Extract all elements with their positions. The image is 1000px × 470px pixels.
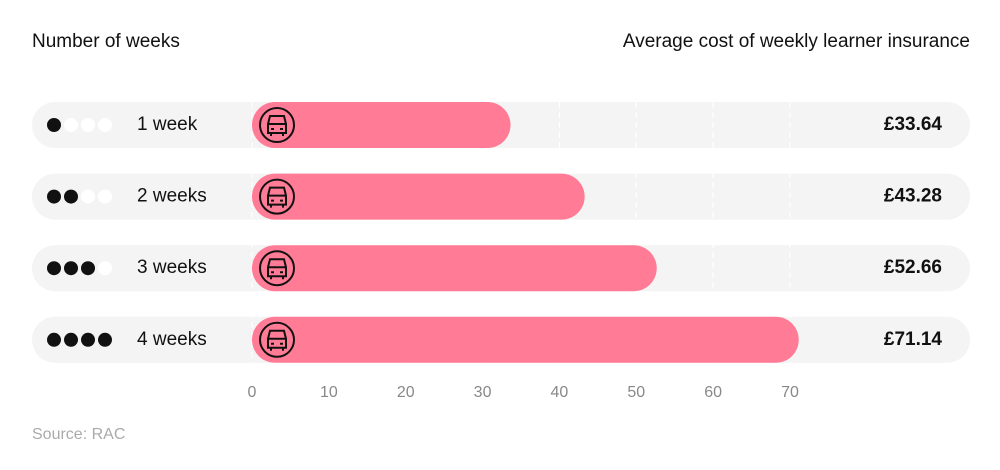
x-tick-label: 60	[704, 384, 722, 401]
week-dot	[81, 118, 95, 132]
category-label: 3 weeks	[137, 257, 207, 278]
x-tick-label: 20	[397, 384, 415, 401]
category-label: 4 weeks	[137, 329, 207, 350]
icon-car	[267, 329, 287, 351]
x-tick-label: 10	[320, 384, 338, 401]
week-dot	[64, 332, 78, 347]
week-dot	[81, 261, 95, 276]
icon-ring	[259, 321, 295, 358]
week-dot	[64, 189, 78, 204]
week-dot	[64, 118, 78, 132]
icon-ring	[259, 250, 295, 287]
week-dot	[98, 189, 112, 204]
bar	[252, 102, 511, 148]
icon-car	[267, 115, 287, 136]
week-dot	[98, 118, 112, 132]
week-dot	[47, 332, 61, 347]
week-dot	[47, 189, 61, 204]
x-tick-label: 0	[248, 384, 257, 401]
week-dot	[47, 118, 61, 132]
car-icon	[259, 107, 295, 143]
x-tick-label: 50	[627, 384, 645, 401]
car-icon	[259, 178, 295, 215]
chart-subtitle: Average cost of weekly learner insurance	[623, 31, 970, 52]
category-label: 2 weeks	[137, 186, 207, 207]
bar	[252, 316, 799, 363]
week-dot	[81, 332, 95, 347]
icon-car	[267, 186, 287, 208]
week-dot	[98, 261, 112, 276]
value-label: £43.28	[884, 186, 942, 207]
week-dot	[98, 332, 112, 347]
week-dot	[81, 189, 95, 204]
value-label: £33.64	[884, 114, 943, 135]
bar	[252, 245, 657, 292]
car-icon	[259, 321, 295, 358]
value-label: £71.14	[884, 329, 943, 350]
car-icon	[259, 250, 295, 287]
week-dot	[47, 261, 61, 276]
x-tick-label: 70	[781, 384, 799, 401]
category-label: 1 week	[137, 114, 198, 135]
x-tick-label: 30	[474, 384, 492, 401]
value-label: £52.66	[884, 257, 942, 278]
icon-ring	[259, 178, 295, 215]
icon-car	[267, 258, 287, 280]
source: Source: RAC	[32, 426, 125, 443]
icon-ring	[259, 107, 295, 143]
bar	[252, 173, 585, 220]
x-tick-label: 40	[551, 384, 569, 401]
week-dot	[64, 261, 78, 276]
chart-title: Number of weeks	[32, 31, 180, 52]
